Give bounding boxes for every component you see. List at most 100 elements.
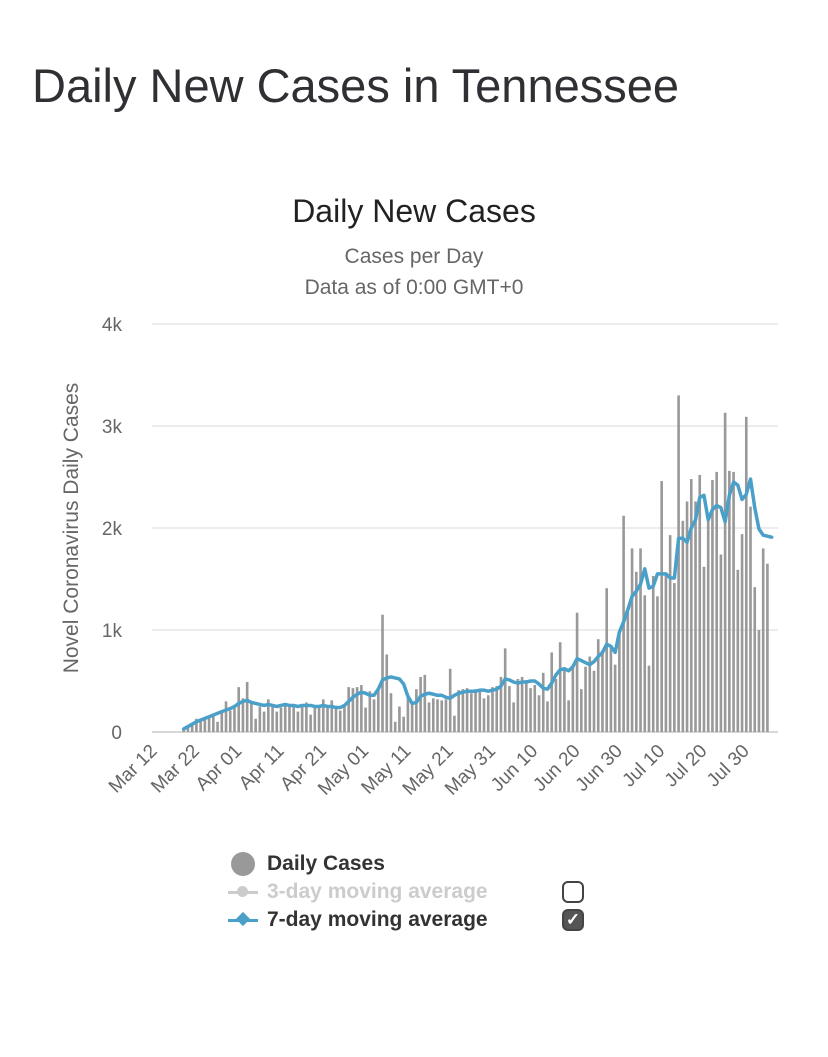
bar	[343, 704, 346, 732]
bar	[389, 693, 393, 732]
legend-label: 3-day moving average	[267, 880, 488, 903]
bar	[478, 691, 482, 732]
x-tick-label: Jun 10	[487, 741, 542, 796]
bar	[757, 630, 761, 732]
bar	[207, 716, 211, 732]
bar	[360, 685, 363, 732]
circle-icon	[231, 852, 255, 876]
bar	[584, 666, 587, 732]
bar	[326, 707, 329, 732]
bar	[465, 688, 469, 732]
bar	[271, 706, 274, 732]
bar	[651, 575, 655, 732]
bar	[681, 520, 685, 732]
bar	[305, 702, 308, 732]
bar	[330, 700, 334, 732]
bar	[554, 678, 558, 732]
bar	[406, 696, 410, 732]
bar	[398, 706, 401, 732]
chart-title: Daily New Cases	[292, 193, 536, 229]
bar	[529, 688, 532, 732]
y-tick-label: 2k	[102, 519, 123, 540]
line-diamond-icon	[228, 908, 258, 932]
bar	[673, 583, 676, 732]
bar	[749, 506, 752, 732]
bar	[698, 474, 702, 732]
bar	[220, 712, 224, 732]
bar	[499, 676, 503, 732]
bar	[486, 695, 490, 732]
bar	[419, 676, 422, 732]
bar	[461, 689, 465, 732]
bar	[512, 702, 515, 732]
legend-item-3day-average[interactable]: 3-day moving average	[228, 878, 628, 906]
checkbox-3day[interactable]	[562, 881, 584, 903]
bar	[715, 471, 718, 732]
x-tick-label: Jul 20	[661, 741, 712, 792]
bar	[296, 711, 300, 732]
bar	[516, 678, 520, 732]
bar	[368, 691, 372, 732]
bar	[190, 722, 194, 732]
bar	[575, 612, 579, 732]
bar	[233, 705, 236, 732]
bar	[372, 699, 376, 732]
legend-item-daily-cases[interactable]: Daily Cases	[228, 850, 628, 878]
bar	[694, 501, 697, 732]
bar	[677, 395, 680, 732]
bar	[300, 704, 304, 732]
y-tick-label: 1k	[102, 621, 123, 642]
bar	[558, 642, 562, 732]
bar	[685, 501, 689, 732]
checkbox-7day[interactable]: ✓	[562, 909, 584, 931]
legend-item-7day-average[interactable]: 7-day moving average ✓	[228, 906, 628, 934]
bar	[267, 699, 270, 732]
page-title: Daily New Cases in Tennessee	[32, 59, 680, 112]
bar	[199, 719, 202, 732]
bar	[706, 517, 710, 732]
bar	[376, 689, 380, 732]
bar	[448, 668, 452, 732]
bar	[711, 480, 714, 732]
bar	[355, 687, 359, 732]
legend-label: Daily Cases	[267, 852, 385, 875]
bar	[228, 710, 232, 732]
bar	[541, 672, 545, 732]
bar	[495, 686, 499, 732]
bar	[203, 717, 207, 732]
y-axis-label: Novel Coronavirus Daily Cases	[60, 383, 83, 674]
bar	[732, 471, 735, 732]
bar	[245, 682, 249, 732]
bar	[250, 701, 253, 732]
y-tick-label: 3k	[102, 417, 123, 438]
bar	[660, 481, 663, 732]
bar	[571, 664, 575, 732]
chart-subtitle: Cases per Day	[345, 245, 484, 268]
bar	[618, 632, 621, 732]
bar	[491, 687, 494, 732]
bar	[753, 587, 757, 732]
bar	[393, 721, 397, 732]
bar	[440, 700, 444, 732]
bar	[474, 689, 477, 732]
bar	[423, 674, 427, 732]
bar	[520, 676, 524, 732]
y-tick-label: 4k	[102, 315, 123, 336]
bar	[317, 705, 321, 732]
bar	[503, 648, 507, 732]
legend: Daily Cases 3-day moving average 7-day m…	[228, 850, 628, 934]
bar	[410, 703, 414, 732]
bar	[457, 690, 460, 732]
bar	[288, 706, 291, 732]
bar	[533, 685, 537, 732]
bar	[279, 707, 283, 732]
daily-cases-chart: Daily New Cases Cases per Day Data as of…	[60, 193, 778, 800]
bar	[601, 650, 604, 732]
y-tick-label: 0	[111, 723, 122, 744]
bar	[744, 416, 748, 732]
bar	[241, 698, 245, 732]
bar	[508, 686, 511, 732]
bar	[402, 716, 405, 732]
bar	[626, 607, 630, 732]
x-tick-label: Apr 11	[235, 741, 288, 794]
